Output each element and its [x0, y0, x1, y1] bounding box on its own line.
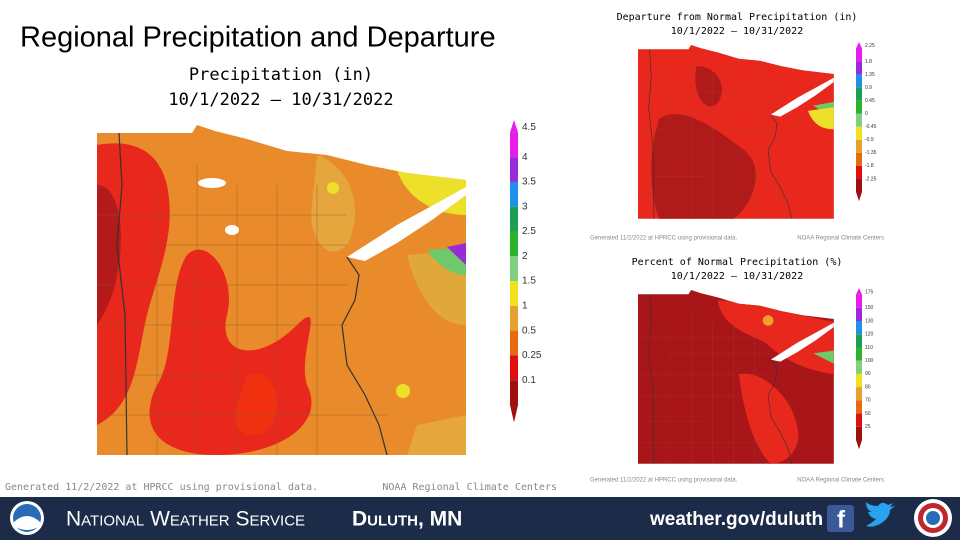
legend-swatch [856, 74, 862, 88]
map-dates: 10/1/2022 – 10/31/2022 [168, 90, 393, 110]
legend-label: 2.5 [522, 226, 536, 237]
precipitation-map [97, 125, 466, 455]
legend-label: 100 [865, 358, 874, 364]
legend-swatch [510, 181, 518, 207]
legend-label: 3 [522, 201, 528, 212]
legend-cap [856, 192, 862, 202]
legend-label: 25 [865, 424, 871, 430]
map-credit: Generated 11/2/2022 at HPRCC using provi… [590, 236, 738, 242]
legend-swatch [856, 334, 862, 348]
departure-legend: 2.25 1.8 1.35 0.9 0.45 0 -0.45 -0.9 -1.35 -1.8 -2.… [856, 42, 877, 202]
departure-map [638, 45, 834, 219]
legend-label: 1.35 [865, 72, 875, 78]
map-source: NOAA Regional Climate Centers [797, 478, 884, 484]
legend-cap [856, 440, 862, 450]
facebook-icon[interactable] [827, 505, 854, 532]
map-title: Departure from Normal Precipitation (in) [617, 12, 858, 23]
legend-label: 90 [865, 371, 871, 377]
legend-swatch [856, 87, 862, 101]
legend-label: 4.5 [522, 122, 536, 133]
legend-label: -0.45 [865, 124, 877, 130]
legend-swatch [510, 256, 518, 282]
map-title: Percent of Normal Precipitation (%) [632, 257, 843, 268]
legend-swatch [510, 206, 518, 232]
legend-label: 0.5 [522, 325, 536, 336]
legend-swatch [856, 426, 862, 440]
legend-cap [856, 42, 862, 49]
legend-swatch [856, 113, 862, 127]
legend-cap [510, 405, 518, 423]
map-dates: 10/1/2022 – 10/31/2022 [671, 271, 803, 282]
map-credit: Generated 11/2/2022 at HPRCC using provi… [5, 482, 318, 493]
legend-swatch [856, 152, 862, 166]
legend-label: -1.8 [865, 163, 874, 169]
legend-swatch [856, 307, 862, 322]
legend-swatch [856, 294, 862, 308]
legend-label: -2.25 [865, 176, 877, 182]
legend-swatch [856, 139, 862, 153]
legend-label: 175 [865, 289, 874, 295]
legend-label: 1.8 [865, 59, 872, 65]
legend-label: 1.5 [522, 276, 536, 287]
legend-swatch [856, 373, 862, 388]
legend-label: 110 [865, 345, 873, 351]
legend-label: 70 [865, 398, 871, 404]
legend-label: 2.25 [865, 43, 875, 49]
footer-bar [0, 497, 960, 540]
legend-label: 0.9 [865, 85, 872, 91]
legend-label: 50 [865, 411, 871, 417]
legend-label: 0.45 [865, 98, 875, 104]
legend-swatch [510, 305, 518, 331]
map-source: NOAA Regional Climate Centers [382, 482, 557, 493]
legend-label: -1.35 [865, 150, 877, 156]
legend-swatch [510, 355, 518, 381]
legend-swatch [856, 360, 862, 374]
percent-legend: 175 150 130 120 110 100 90 80 70 50 25 [856, 288, 874, 450]
slide-title: Regional Precipitation and Departure [20, 22, 496, 54]
legend-swatch [510, 281, 518, 306]
legend-label: 0 [865, 111, 868, 117]
legend-label: 120 [865, 332, 874, 338]
map-source: NOAA Regional Climate Centers [797, 236, 884, 242]
legend-swatch [856, 347, 862, 361]
office-name: Duluth, MN [352, 508, 462, 531]
precipitation-legend: 4.5 4 3.5 3 2.5 2 1.5 1 0.5 0.25 0.1 [510, 120, 542, 423]
legend-swatch [856, 400, 862, 414]
map-dates: 10/1/2022 – 10/31/2022 [671, 26, 803, 37]
twitter-icon[interactable] [866, 502, 895, 527]
legend-swatch [510, 231, 518, 257]
legend-label: 0.1 [522, 375, 536, 386]
legend-swatch [856, 100, 862, 114]
legend-label: 2 [522, 251, 528, 262]
percent-map [638, 290, 834, 464]
legend-label: 3.5 [522, 177, 536, 188]
legend-swatch [510, 157, 518, 182]
agency-name: National Weather Service [66, 508, 305, 531]
legend-swatch [856, 413, 862, 427]
legend-label: 1 [522, 301, 528, 312]
legend-label: 130 [865, 318, 874, 324]
legend-swatch [856, 165, 862, 179]
legend-label: 80 [865, 384, 871, 390]
legend-label: 4 [522, 152, 528, 163]
legend-swatch [856, 387, 862, 401]
legend-swatch [856, 48, 862, 62]
map-title: Precipitation (in) [189, 65, 373, 85]
legend-cap [510, 120, 518, 133]
legend-swatch [510, 380, 518, 405]
legend-swatch [856, 321, 862, 335]
map-credit: Generated 11/2/2022 at HPRCC using provi… [590, 478, 738, 484]
legend-swatch [510, 330, 518, 356]
legend-label: 150 [865, 305, 874, 311]
legend-swatch [510, 132, 518, 158]
legend-swatch [856, 61, 862, 75]
legend-swatch [856, 126, 862, 140]
svg-text:f: f [837, 506, 846, 533]
legend-cap [856, 288, 862, 295]
legend-label: 0.25 [522, 350, 542, 361]
website-link[interactable]: weather.gov/duluth [649, 509, 823, 530]
legend-label: -0.9 [865, 137, 874, 143]
legend-swatch [856, 178, 862, 192]
